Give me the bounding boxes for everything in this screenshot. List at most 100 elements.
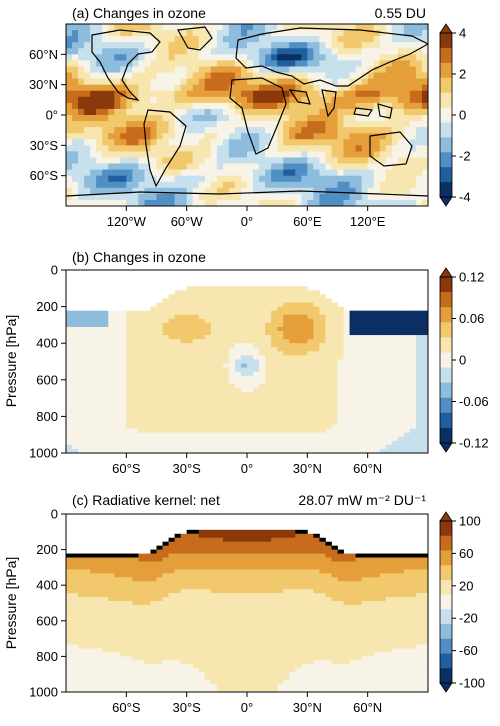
map-cell	[223, 54, 229, 60]
y-tick-label: 0	[51, 263, 58, 278]
field-cell	[344, 437, 350, 441]
field-cell	[229, 554, 235, 558]
field-cell	[259, 384, 265, 388]
field-cell	[211, 311, 217, 315]
field-cell	[66, 368, 72, 372]
field-cell	[90, 585, 96, 589]
map-cell	[199, 194, 205, 200]
map-cell	[344, 145, 350, 151]
map-cell	[259, 85, 265, 91]
field-cell	[307, 445, 313, 449]
field-cell	[205, 327, 211, 331]
field-cell	[265, 534, 271, 538]
field-cell	[108, 437, 114, 441]
field-cell	[410, 565, 416, 569]
field-cell	[193, 530, 199, 534]
field-cell	[187, 445, 193, 449]
field-cell	[289, 396, 295, 400]
panel-b-title: (b) Changes in ozone	[72, 249, 206, 265]
field-cell	[416, 311, 422, 315]
field-cell	[277, 347, 283, 351]
map-cell	[223, 121, 229, 127]
map-cell	[72, 139, 78, 145]
field-cell	[283, 303, 289, 307]
map-cell	[325, 36, 331, 42]
map-cell	[253, 36, 259, 42]
map-cell	[331, 42, 337, 48]
field-cell	[211, 335, 217, 339]
field-cell	[398, 420, 404, 424]
map-cell	[211, 176, 217, 182]
field-cell	[325, 581, 331, 585]
map-cell	[150, 66, 156, 72]
field-cell	[102, 339, 108, 343]
map-cell	[235, 121, 241, 127]
map-cell	[163, 103, 169, 109]
map-cell	[422, 24, 428, 30]
map-cell	[205, 182, 211, 188]
field-cell	[356, 364, 362, 368]
field-cell	[319, 420, 325, 424]
field-cell	[120, 585, 126, 589]
map-cell	[319, 30, 325, 36]
field-cell	[259, 542, 265, 546]
field-cell	[138, 558, 144, 562]
field-cell	[271, 554, 277, 558]
field-cell	[235, 307, 241, 311]
field-cell	[138, 589, 144, 593]
field-cell	[235, 355, 241, 359]
map-cell	[132, 91, 138, 97]
field-cell	[253, 339, 259, 343]
field-cell	[289, 534, 295, 538]
field-cell	[301, 319, 307, 323]
field-cell	[211, 347, 217, 351]
map-cell	[114, 151, 120, 157]
field-cell	[66, 339, 72, 343]
field-cell	[205, 364, 211, 368]
field-cell	[211, 565, 217, 569]
field-cell	[259, 530, 265, 534]
field-cell	[422, 355, 428, 359]
field-cell	[253, 396, 259, 400]
field-cell	[295, 347, 301, 351]
field-cell	[422, 445, 428, 449]
map-cell	[416, 73, 422, 79]
map-cell	[120, 48, 126, 54]
map-cell	[169, 48, 175, 54]
field-cell	[265, 425, 271, 429]
map-cell	[84, 127, 90, 133]
field-cell	[205, 416, 211, 420]
field-cell	[241, 339, 247, 343]
field-cell	[199, 573, 205, 577]
map-cell	[380, 170, 386, 176]
field-cell	[84, 573, 90, 577]
map-cell	[84, 66, 90, 72]
map-cell	[90, 42, 96, 48]
x-tick-label: 60°E	[293, 214, 322, 229]
field-cell	[331, 546, 337, 550]
field-cell	[247, 294, 253, 298]
field-cell	[90, 380, 96, 384]
field-cell	[277, 573, 283, 577]
field-cell	[199, 542, 205, 546]
field-cell	[325, 425, 331, 429]
map-cell	[356, 48, 362, 54]
map-cell	[175, 182, 181, 188]
field-cell	[368, 593, 374, 597]
field-cell	[380, 561, 386, 565]
map-cell	[205, 73, 211, 79]
field-cell	[313, 380, 319, 384]
field-cell	[120, 388, 126, 392]
field-cell	[350, 351, 356, 355]
field-cell	[181, 593, 187, 597]
field-cell	[289, 319, 295, 323]
field-cell	[78, 368, 84, 372]
field-cell	[163, 307, 169, 311]
field-cell	[102, 433, 108, 437]
field-cell	[120, 412, 126, 416]
map-cell	[108, 157, 114, 163]
field-cell	[235, 554, 241, 558]
map-cell	[90, 127, 96, 133]
field-cell	[380, 416, 386, 420]
field-cell	[422, 433, 428, 437]
